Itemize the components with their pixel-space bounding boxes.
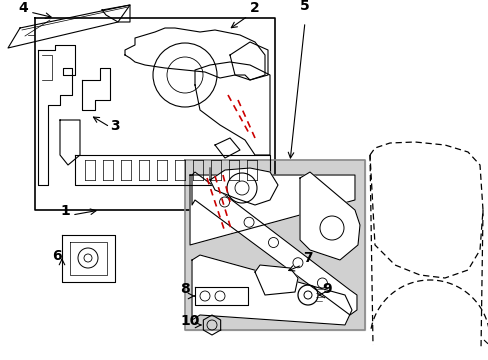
Text: 4: 4 [18, 1, 28, 15]
Polygon shape [184, 160, 364, 330]
Polygon shape [192, 255, 351, 325]
Text: 7: 7 [303, 251, 312, 265]
Text: 3: 3 [110, 119, 120, 133]
Polygon shape [62, 235, 115, 282]
Polygon shape [195, 287, 247, 305]
Polygon shape [35, 18, 274, 210]
Polygon shape [195, 62, 269, 155]
Polygon shape [190, 175, 354, 245]
Polygon shape [192, 172, 356, 315]
Text: 6: 6 [52, 249, 61, 263]
Text: 9: 9 [321, 282, 331, 296]
Text: 8: 8 [180, 282, 189, 296]
Text: 1: 1 [60, 204, 70, 218]
Text: 2: 2 [249, 1, 259, 15]
Polygon shape [125, 28, 264, 80]
Polygon shape [299, 172, 359, 260]
Polygon shape [209, 168, 278, 205]
Text: 10: 10 [180, 314, 199, 328]
Polygon shape [254, 265, 297, 295]
Text: 5: 5 [299, 0, 309, 13]
